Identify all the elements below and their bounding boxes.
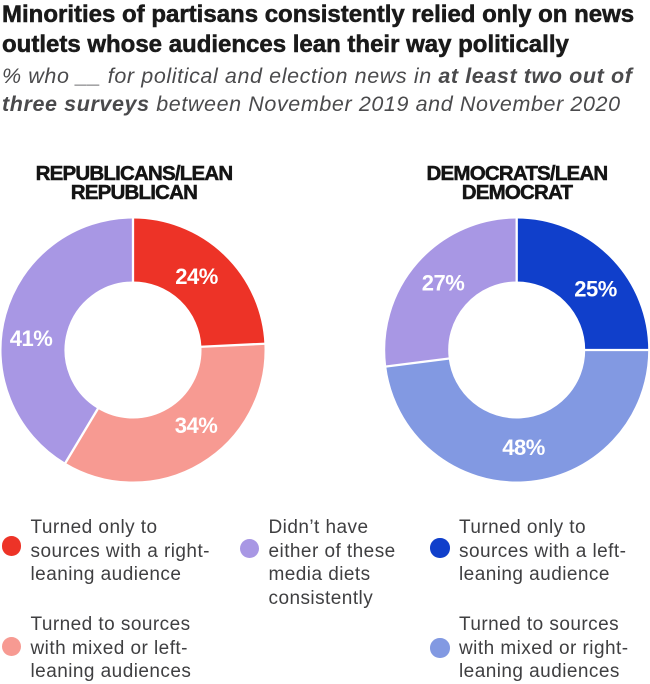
svg-text:48%: 48% (502, 435, 545, 460)
svg-text:25%: 25% (574, 277, 617, 302)
svg-text:27%: 27% (422, 271, 465, 296)
svg-text:24%: 24% (175, 264, 218, 289)
svg-text:41%: 41% (10, 326, 53, 351)
svg-text:34%: 34% (175, 413, 218, 438)
